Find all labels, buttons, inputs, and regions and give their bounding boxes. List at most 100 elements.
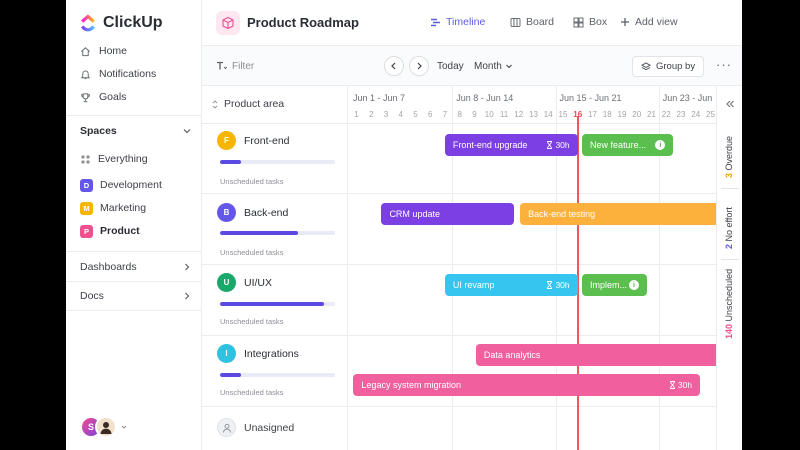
day-today: 16 <box>573 110 583 119</box>
task-bar[interactable]: Implem... i <box>582 274 647 296</box>
prev-button[interactable] <box>384 56 404 76</box>
chevron-right-icon <box>417 62 422 70</box>
nav-home-label: Home <box>99 45 128 57</box>
day-label: 10 <box>484 110 494 119</box>
sidebar-item-marketing[interactable]: M Marketing <box>80 200 146 216</box>
hourglass-icon <box>669 381 675 389</box>
overdue-summary[interactable]: 3 Overdue <box>724 136 734 178</box>
logo[interactable]: ClickUp <box>80 12 163 34</box>
day-label: 15 <box>558 110 568 119</box>
filter-label: Filter <box>232 60 255 72</box>
chevron-right-icon <box>185 292 190 300</box>
task-bar[interactable]: Back-end testing <box>520 203 721 225</box>
chevron-down-icon <box>505 64 512 69</box>
tab-timeline[interactable]: Timeline <box>430 16 485 28</box>
timeline-area[interactable]: Jun 1 - Jun 7 Jun 8 - Jun 14 Jun 15 - Jun … <box>349 86 742 450</box>
row-divider <box>202 123 716 124</box>
task-bar[interactable]: New feature... i <box>582 134 674 156</box>
task-bar[interactable]: UI revamp 30h <box>444 274 578 296</box>
next-button[interactable] <box>409 56 429 76</box>
board-icon <box>510 17 521 27</box>
space-avatar: P <box>80 224 93 238</box>
unscheduled-summary[interactable]: 140 Unscheduled <box>724 269 734 339</box>
space-label: Product <box>100 225 140 237</box>
sidebar-item-docs[interactable]: Docs <box>80 290 192 302</box>
task-bar-label: CRM update <box>389 209 440 219</box>
group-by-button[interactable]: Group by <box>632 56 705 77</box>
sidebar-divider <box>66 281 202 282</box>
unscheduled-link[interactable]: Unscheduled tasks <box>220 248 284 257</box>
day-label: 9 <box>472 110 477 119</box>
task-bar-label: Front-end upgrade <box>452 140 528 150</box>
group-by-label: Group by <box>656 61 696 72</box>
clickup-logo-icon <box>81 14 95 32</box>
collapse-icon[interactable] <box>725 99 735 109</box>
day-label: 21 <box>647 110 656 119</box>
row-title: Front-end <box>244 134 290 147</box>
today-marker <box>577 116 580 450</box>
row-label-ui-ux[interactable]: U UI/UX <box>217 273 272 292</box>
tab-timeline-label: Timeline <box>446 16 486 28</box>
task-bar[interactable]: CRM update <box>381 203 515 225</box>
no-effort-count: 2 <box>724 243 734 249</box>
summary-rail: 3 Overdue 2 No effort 140 Unscheduled <box>716 86 742 450</box>
row-label-front-end[interactable]: F Front-end <box>217 131 290 150</box>
nav-goals[interactable]: Goals <box>80 88 126 106</box>
scale-label: Month <box>474 60 502 72</box>
unscheduled-link[interactable]: Unscheduled tasks <box>220 177 284 186</box>
project-icon <box>216 11 240 35</box>
info-icon[interactable]: i <box>628 280 639 290</box>
chevron-down-icon[interactable] <box>182 126 192 136</box>
add-view-button[interactable]: Add view <box>620 16 678 28</box>
product-area-column: Product area F Front-end Unscheduled tas… <box>202 86 348 450</box>
tab-box[interactable]: Box <box>573 16 607 28</box>
row-title: Integrations <box>244 347 299 360</box>
week-label: Jun 8 - Jun 14 <box>456 93 514 103</box>
box-icon <box>573 17 584 27</box>
row-title: Unasigned <box>244 421 295 434</box>
column-header[interactable]: Product area <box>212 98 284 110</box>
plus-icon <box>621 18 629 26</box>
tab-board[interactable]: Board <box>510 16 554 28</box>
info-icon[interactable]: i <box>655 140 666 150</box>
row-label-unassigned[interactable]: Unasigned <box>217 418 294 437</box>
task-bar[interactable]: Data analytics <box>475 344 742 366</box>
nav-notifications[interactable]: Notifications <box>80 65 156 83</box>
dashboards-label: Dashboards <box>80 261 137 273</box>
task-hours-value: 30h <box>555 140 570 150</box>
task-hours: 30h <box>669 380 692 390</box>
header: Product Roadmap Timeline Board Box Add v… <box>202 0 742 46</box>
sidebar-item-development[interactable]: D Development <box>80 177 162 193</box>
sidebar-divider <box>66 251 202 252</box>
nav-home[interactable]: Home <box>80 42 127 60</box>
scale-dropdown[interactable]: Month <box>474 46 513 86</box>
progress-bar <box>220 302 335 306</box>
filter-button[interactable]: Filter <box>216 46 254 86</box>
more-options-icon[interactable]: ··· <box>716 56 732 72</box>
day-label: 1 <box>354 110 359 119</box>
task-bar[interactable]: Front-end upgrade 30h <box>444 134 578 156</box>
row-label-back-end[interactable]: B Back-end <box>217 203 288 222</box>
user-menu[interactable]: S <box>80 416 128 438</box>
sidebar-item-product[interactable]: P Product <box>80 223 140 239</box>
sidebar-divider <box>66 115 202 116</box>
day-label: 13 <box>529 110 538 119</box>
unscheduled-link[interactable]: Unscheduled tasks <box>220 388 284 397</box>
nav-goals-label: Goals <box>99 91 127 103</box>
row-divider <box>202 264 716 265</box>
sidebar-item-dashboards[interactable]: Dashboards <box>80 261 192 273</box>
day-label: 3 <box>383 110 389 119</box>
row-title: Back-end <box>244 206 289 219</box>
day-label: 4 <box>398 110 403 119</box>
unscheduled-link[interactable]: Unscheduled tasks <box>220 317 284 326</box>
app-window: ClickUp Home Notifications Goals Spaces … <box>66 0 742 450</box>
row-label-integrations[interactable]: I Integrations <box>217 344 299 363</box>
sidebar: ClickUp Home Notifications Goals Spaces … <box>66 0 202 450</box>
task-bar[interactable]: Legacy system migration 30h <box>353 374 701 396</box>
spaces-header[interactable]: Spaces <box>80 125 192 137</box>
no-effort-summary[interactable]: 2 No effort <box>724 207 734 249</box>
chevron-left-icon <box>391 62 396 70</box>
sidebar-item-everything[interactable]: Everything <box>80 151 148 167</box>
cube-icon <box>222 16 234 30</box>
today-button[interactable]: Today <box>437 60 464 72</box>
